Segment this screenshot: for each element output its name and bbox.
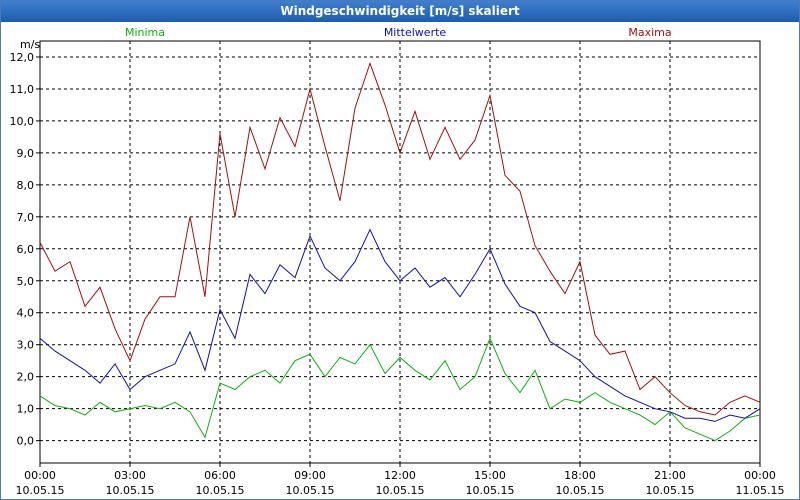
x-tick-date: 11.05.15	[736, 484, 785, 497]
y-tick-label: 12,0	[10, 51, 35, 64]
x-tick-date: 10.05.15	[286, 484, 335, 497]
x-tick-date: 10.05.15	[106, 484, 155, 497]
x-tick-time: 06:00	[204, 469, 236, 482]
x-axis-ticks: 00:00 10.05.15 03:00 10.05.15 06:00 10.05.15 0…	[16, 463, 785, 497]
y-tick-label: 4,0	[17, 307, 35, 320]
y-axis-ticks: 0,0 1,0 2,0 3,0 4,0 5,0 6,0 7,0 8,0 9,0 10,0 11,0 12…	[10, 51, 40, 448]
x-tick-time: 00:00	[24, 469, 56, 482]
y-axis-label: m/s	[20, 38, 40, 51]
x-tick-date: 10.05.15	[16, 484, 65, 497]
y-tick-label: 9,0	[17, 147, 35, 160]
series-line-maxima	[39, 61, 761, 416]
y-tick-label: 8,0	[17, 179, 35, 192]
legend-entry-maxima: Maxima	[628, 26, 671, 39]
x-tick-time: 03:00	[114, 469, 146, 482]
x-tick-time: 09:00	[294, 469, 326, 482]
legend-entry-mittelwerte: Mittelwerte	[384, 26, 447, 39]
y-tick-label: 7,0	[17, 211, 35, 224]
grid	[40, 41, 760, 463]
x-tick-date: 10.05.15	[646, 484, 695, 497]
y-tick-label: 3,0	[17, 339, 35, 352]
x-tick-time: 21:00	[654, 469, 686, 482]
x-tick-date: 10.05.15	[376, 484, 425, 497]
legend: Minima Mittelwerte Maxima	[125, 26, 672, 39]
y-tick-label: 1,0	[17, 403, 35, 416]
series-line-minima	[39, 336, 761, 442]
chart-title: Windgeschwindigkeit [m/s] skaliert	[1, 1, 799, 22]
y-tick-label: 2,0	[17, 371, 35, 384]
y-tick-label: 0,0	[17, 435, 35, 448]
legend-entry-minima: Minima	[125, 26, 165, 39]
y-tick-label: 10,0	[10, 115, 35, 128]
y-tick-label: 6,0	[17, 243, 35, 256]
y-tick-label: 11,0	[10, 83, 35, 96]
x-tick-date: 10.05.15	[466, 484, 515, 497]
x-tick-date: 10.05.15	[556, 484, 605, 497]
y-tick-label: 5,0	[17, 275, 35, 288]
x-tick-date: 10.05.15	[196, 484, 245, 497]
x-tick-time: 18:00	[564, 469, 596, 482]
x-tick-time: 00:00	[744, 469, 776, 482]
x-tick-time: 12:00	[384, 469, 416, 482]
x-tick-time: 15:00	[474, 469, 506, 482]
series-lines	[39, 61, 761, 442]
series-line-mittelwerte	[39, 228, 761, 422]
